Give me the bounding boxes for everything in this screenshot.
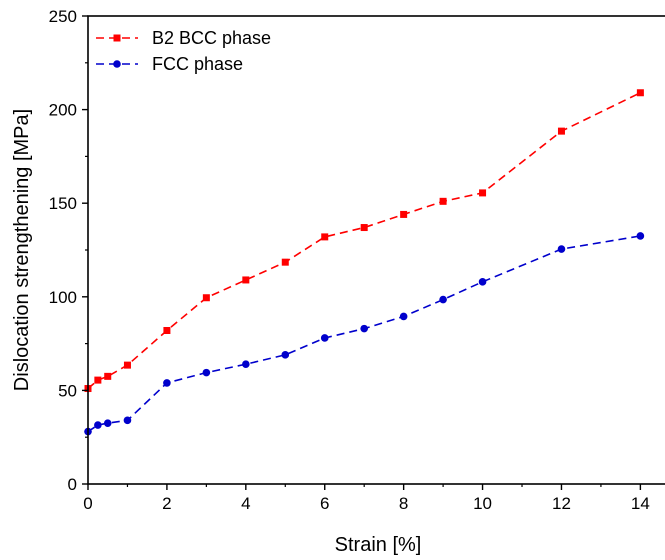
data-point bbox=[123, 361, 131, 369]
data-point bbox=[123, 416, 132, 425]
data-point bbox=[163, 326, 171, 334]
series-b2-bcc bbox=[84, 89, 644, 393]
y-tick-label: 50 bbox=[58, 381, 77, 400]
data-point bbox=[163, 379, 171, 387]
data-point bbox=[400, 210, 408, 218]
data-point bbox=[557, 127, 565, 135]
plot-frame bbox=[87, 15, 665, 485]
legend: B2 BCC phase FCC phase bbox=[96, 28, 271, 74]
legend-label-b2-bcc: B2 BCC phase bbox=[152, 28, 271, 48]
data-point bbox=[439, 295, 447, 304]
data-point bbox=[202, 294, 210, 302]
series-fcc bbox=[84, 232, 645, 436]
data-point bbox=[242, 276, 250, 284]
data-point bbox=[321, 233, 329, 241]
legend-marker-fcc bbox=[113, 60, 121, 68]
data-point bbox=[103, 419, 112, 427]
data-point bbox=[360, 324, 368, 333]
series-line bbox=[87, 235, 641, 433]
data-point bbox=[94, 421, 102, 429]
y-tick-label: 0 bbox=[68, 475, 77, 494]
data-point bbox=[281, 258, 289, 266]
data-point bbox=[479, 189, 487, 197]
x-tick-label: 10 bbox=[473, 494, 492, 513]
legend-marker-b2-bcc bbox=[113, 34, 121, 42]
data-point bbox=[202, 368, 211, 377]
data-point bbox=[439, 197, 447, 205]
data-point bbox=[320, 334, 329, 342]
data-point bbox=[399, 312, 408, 321]
legend-item-b2-bcc: B2 BCC phase bbox=[96, 28, 271, 48]
y-axis-label: Dislocation strengthening [MPa] bbox=[11, 109, 33, 391]
data-point bbox=[94, 376, 102, 384]
legend-item-fcc: FCC phase bbox=[96, 54, 243, 74]
x-tick-label: 14 bbox=[631, 494, 650, 513]
data-point bbox=[104, 372, 112, 380]
series-line bbox=[87, 92, 641, 390]
series-layer bbox=[84, 89, 645, 436]
data-point bbox=[360, 224, 368, 232]
x-tick-label: 8 bbox=[399, 494, 408, 513]
data-point bbox=[242, 360, 250, 368]
legend-label-fcc: FCC phase bbox=[152, 54, 243, 74]
data-point bbox=[557, 245, 566, 253]
y-tick-label: 150 bbox=[49, 194, 77, 213]
x-tick-label: 2 bbox=[162, 494, 171, 513]
y-tick-label: 200 bbox=[49, 101, 77, 120]
x-tick-label: 12 bbox=[552, 494, 571, 513]
data-point bbox=[281, 351, 290, 359]
y-tick-label: 250 bbox=[49, 7, 77, 26]
x-axis-label: Strain [%] bbox=[335, 534, 422, 556]
data-point bbox=[636, 232, 645, 240]
data-point bbox=[478, 278, 487, 286]
x-tick-label: 0 bbox=[83, 494, 92, 513]
ticks-layer: 0 2 4 6 8 10 12 14 0 50 100 150 200 250 bbox=[49, 7, 650, 513]
y-tick-label: 100 bbox=[49, 288, 77, 307]
data-point bbox=[636, 89, 644, 97]
x-tick-label: 6 bbox=[320, 494, 329, 513]
x-tick-label: 4 bbox=[241, 494, 250, 513]
